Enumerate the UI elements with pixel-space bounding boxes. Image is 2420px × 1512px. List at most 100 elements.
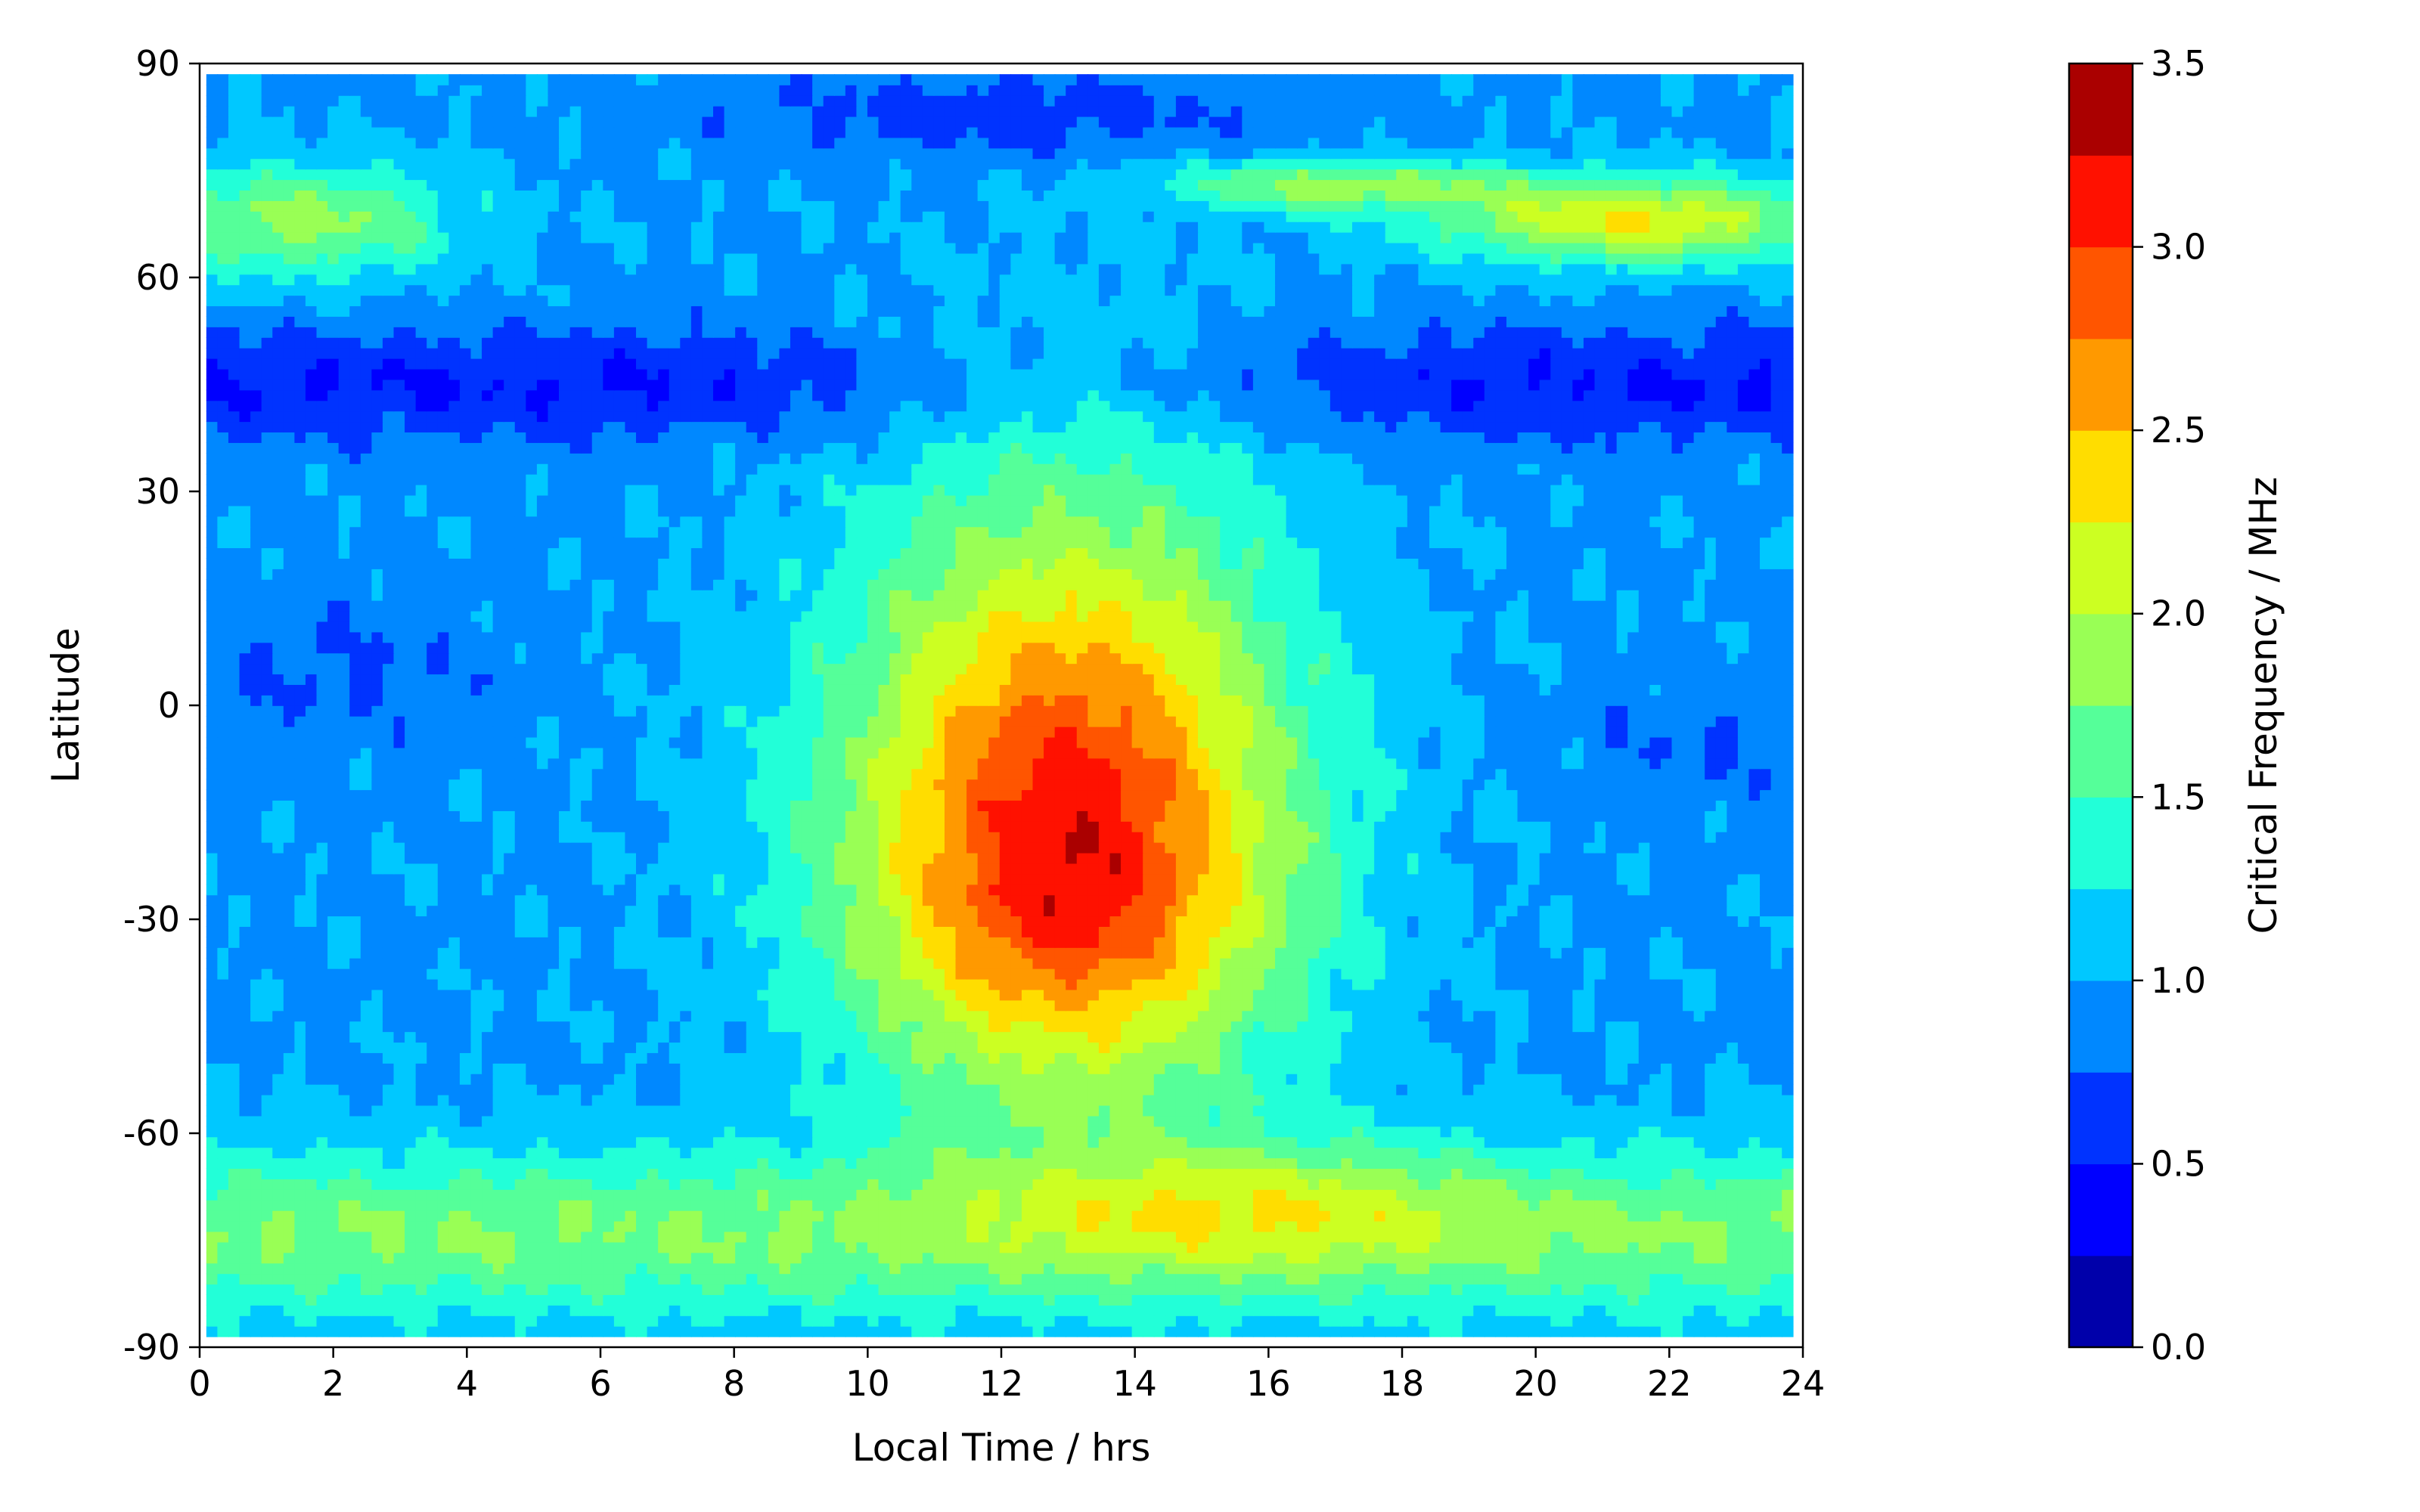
contour-cell [867, 1021, 880, 1033]
contour-cell [492, 1157, 504, 1170]
contour-cell [1187, 968, 1199, 980]
contour-cell [1451, 1083, 1463, 1095]
contour-cell [294, 1252, 306, 1264]
contour-cell [911, 999, 923, 1012]
contour-cell [1528, 1052, 1540, 1064]
contour-cell [261, 1273, 274, 1285]
contour-cell [1627, 1042, 1640, 1053]
contour-cell [746, 1168, 759, 1179]
contour-cell [1451, 1179, 1463, 1190]
contour-cell [900, 1252, 913, 1264]
contour-cell [239, 1199, 251, 1211]
contour-cell [405, 1021, 417, 1033]
contour-cell [944, 1325, 957, 1337]
contour-cell [1165, 1189, 1177, 1201]
contour-cell [889, 1325, 901, 1337]
contour-cell [1032, 978, 1044, 990]
contour-cell [1264, 1083, 1276, 1095]
contour-cell [1473, 1273, 1485, 1285]
contour-cell [1760, 1273, 1772, 1285]
contour-cell [944, 1115, 957, 1127]
contour-cell [713, 1074, 725, 1085]
contour-cell [405, 1284, 417, 1295]
contour-cell [1021, 1252, 1034, 1264]
contour-cell [239, 1189, 251, 1201]
contour-cell [1396, 1315, 1408, 1327]
contour-cell [1165, 1325, 1177, 1337]
contour-cell [1616, 1241, 1629, 1253]
contour-cell [966, 1126, 979, 1138]
contour-cell [1517, 1220, 1529, 1232]
contour-cell [1363, 1325, 1375, 1337]
contour-cell [1693, 1010, 1705, 1022]
contour-cell [1230, 1157, 1243, 1170]
contour-cell [1727, 1021, 1739, 1033]
contour-cell [1594, 1294, 1606, 1306]
contour-cell [1220, 1315, 1232, 1327]
contour-cell [1187, 1273, 1199, 1285]
contour-cell [999, 1157, 1012, 1170]
contour-cell [1715, 1136, 1728, 1148]
contour-cell [327, 989, 340, 1001]
contour-cell [900, 1126, 913, 1138]
contour-cell [591, 1094, 604, 1106]
contour-cell [1109, 1189, 1122, 1201]
contour-cell [415, 1210, 428, 1222]
contour-cell [746, 1284, 759, 1295]
contour-cell [636, 999, 648, 1012]
contour-cell [1198, 1294, 1210, 1306]
contour-cell [492, 968, 504, 980]
contour-cell [360, 978, 373, 990]
contour-cell [647, 1199, 659, 1211]
contour-cell [316, 1315, 328, 1327]
contour-cell [1242, 989, 1254, 1001]
contour-cell [294, 968, 306, 980]
contour-cell [603, 1210, 615, 1222]
contour-cell [360, 989, 373, 1001]
contour-cell [1638, 1179, 1651, 1190]
contour-cell [1187, 1083, 1199, 1095]
contour-cell [1352, 1042, 1364, 1053]
contour-cell [294, 1199, 306, 1211]
contour-cell [1308, 999, 1320, 1012]
contour-cell [1131, 1105, 1143, 1117]
contour-cell [1264, 1168, 1276, 1179]
contour-cell [834, 1294, 846, 1306]
contour-cell [1187, 1284, 1199, 1295]
contour-cell [790, 1189, 802, 1201]
contour-cell [349, 1074, 361, 1085]
contour-cell [966, 1052, 979, 1064]
contour-cell [801, 1305, 813, 1316]
contour-cell [492, 1115, 504, 1127]
contour-cell [900, 1325, 913, 1337]
contour-cell [856, 1105, 868, 1117]
contour-cell [1539, 1105, 1552, 1117]
contour-cell [1660, 1010, 1673, 1022]
contour-cell [900, 1105, 913, 1117]
contour-cell [1506, 1294, 1519, 1306]
contour-cell [1032, 1168, 1044, 1179]
contour-cell [856, 1189, 868, 1201]
contour-cell [559, 1179, 571, 1190]
contour-cell [294, 1083, 306, 1095]
contour-cell [1054, 1105, 1067, 1117]
contour-cell [1044, 1315, 1056, 1327]
contour-cell [1165, 1252, 1177, 1264]
contour-cell [1054, 1074, 1067, 1085]
contour-cell [1187, 1010, 1199, 1022]
contour-cell [757, 1021, 769, 1033]
contour-cell [845, 1094, 858, 1106]
contour-cell [1727, 1052, 1739, 1064]
contour-cell [790, 968, 802, 980]
contour-cell [933, 1168, 945, 1179]
contour-cell [1396, 1136, 1408, 1148]
contour-cell [1230, 1052, 1243, 1064]
contour-cell [581, 1021, 593, 1033]
contour-cell [1561, 1263, 1574, 1275]
contour-cell [878, 1315, 890, 1327]
contour-cell [272, 1179, 284, 1190]
contour-cell [536, 1199, 549, 1211]
contour-cell [382, 1042, 395, 1053]
contour-cell [360, 1284, 373, 1295]
contour-cell [1462, 1199, 1475, 1211]
